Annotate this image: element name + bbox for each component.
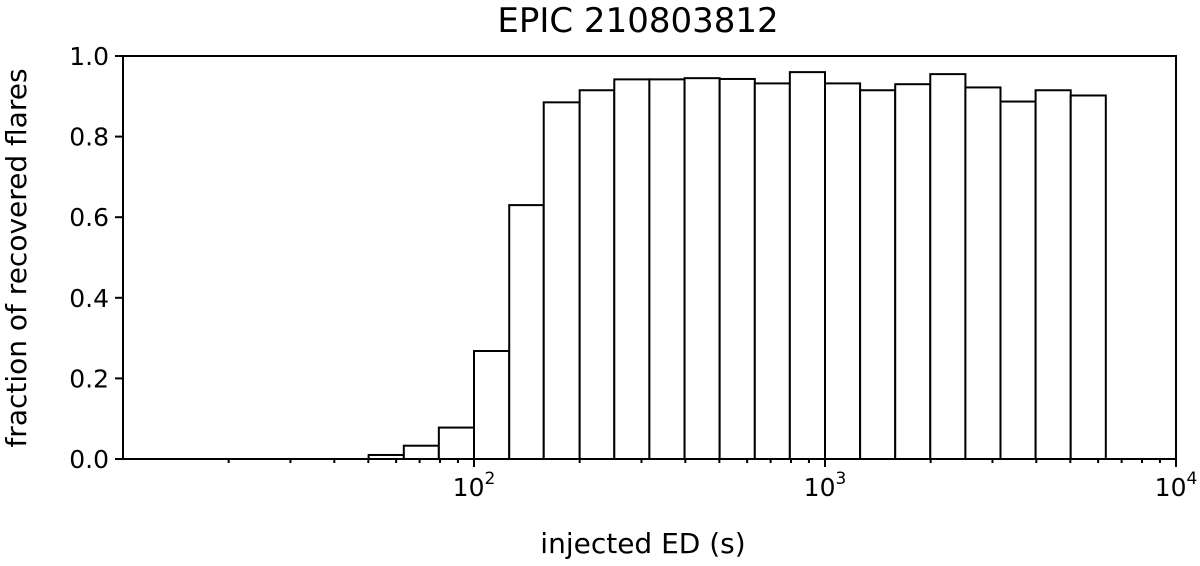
bars-group [367,71,1107,461]
histogram-bar-17 [964,86,1002,461]
histogram-bar-1 [402,444,440,461]
histogram-bar-12 [788,71,827,461]
histogram-bar-5 [542,101,581,460]
x-ticks-group: 102 103 104 [227,459,1198,502]
histogram-bar-3 [473,350,511,460]
y-tick-label: 0.8 [69,123,109,152]
y-tick-label: 1.0 [69,42,109,71]
x-tick-label: 104 [1155,469,1198,502]
y-ticks-group: 0.0 0.2 0.4 0.6 0.8 1.0 [69,42,123,474]
histogram-bar-18 [999,100,1037,460]
histogram-bar-16 [929,73,967,460]
histogram-bar-19 [1034,89,1072,460]
histogram-bar-14 [859,89,897,460]
histogram-bar-9 [683,77,721,460]
x-axis-label: injected ED (s) [540,527,745,560]
histogram-bar-8 [648,78,686,461]
y-tick-label: 0.2 [69,364,109,393]
histogram-bar-2 [437,426,475,461]
histogram-bar-11 [753,82,791,461]
y-tick-label: 0.0 [69,445,109,474]
histogram-bar-15 [894,83,932,461]
y-tick-label: 0.6 [69,203,109,232]
x-tick-label: 103 [804,469,847,502]
chart-title: EPIC 210803812 [497,1,778,41]
plot-frame [122,55,1177,460]
histogram-bar-20 [1069,94,1107,461]
histogram-bar-4 [508,204,545,460]
histogram-bar-10 [718,77,756,460]
histogram-bar-13 [824,82,862,461]
histogram-bar-6 [578,89,616,460]
y-tick-label: 0.4 [69,284,109,313]
histogram-bar-7 [613,78,651,461]
x-tick-label: 102 [453,469,496,502]
y-axis-label: fraction of recovered flares [0,68,33,447]
